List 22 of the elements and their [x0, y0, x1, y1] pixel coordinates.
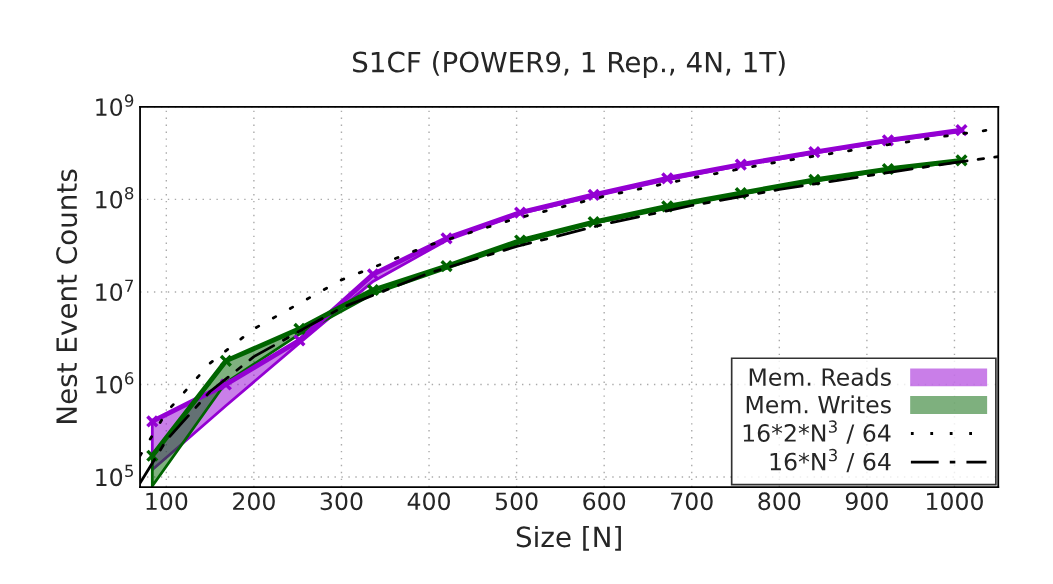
y-tick-label: 10$^{5}$	[96, 464, 133, 487]
y-axis-title: Nest Event Counts	[56, 169, 78, 423]
x-tick-label: 600	[583, 492, 626, 511]
legend-label: Mem. Reads	[749, 367, 891, 386]
chart-title: S1CF (POWER9, 1 Rep., 4N, 1T)	[353, 51, 785, 78]
y-tick-label: 10$^{6}$	[96, 372, 134, 394]
x-tick-label: 300	[320, 492, 363, 511]
x-tick-label: 400	[407, 492, 450, 511]
x-tick-label: 100	[146, 492, 188, 511]
y-tick-label: 10$^{8}$	[96, 186, 134, 209]
x-tick-label: 700	[671, 492, 713, 511]
x-tick-label: 200	[233, 492, 275, 511]
x-tick-label: 800	[758, 492, 801, 511]
x-axis-title: Size [N]	[516, 525, 621, 551]
x-tick-label: 500	[495, 492, 538, 511]
legend-label: Mem. Writes	[746, 395, 891, 414]
x-tick-label: 1000	[927, 492, 983, 511]
y-tick-label: 10$^{7}$	[96, 279, 134, 302]
legend-label: 16*2*N$^{3}$ / 64	[743, 420, 891, 444]
y-tick-label: 10$^{9}$	[96, 94, 134, 116]
legend-label: 16*N$^{3}$ / 64	[770, 448, 891, 473]
x-tick-label: 900	[845, 492, 888, 511]
